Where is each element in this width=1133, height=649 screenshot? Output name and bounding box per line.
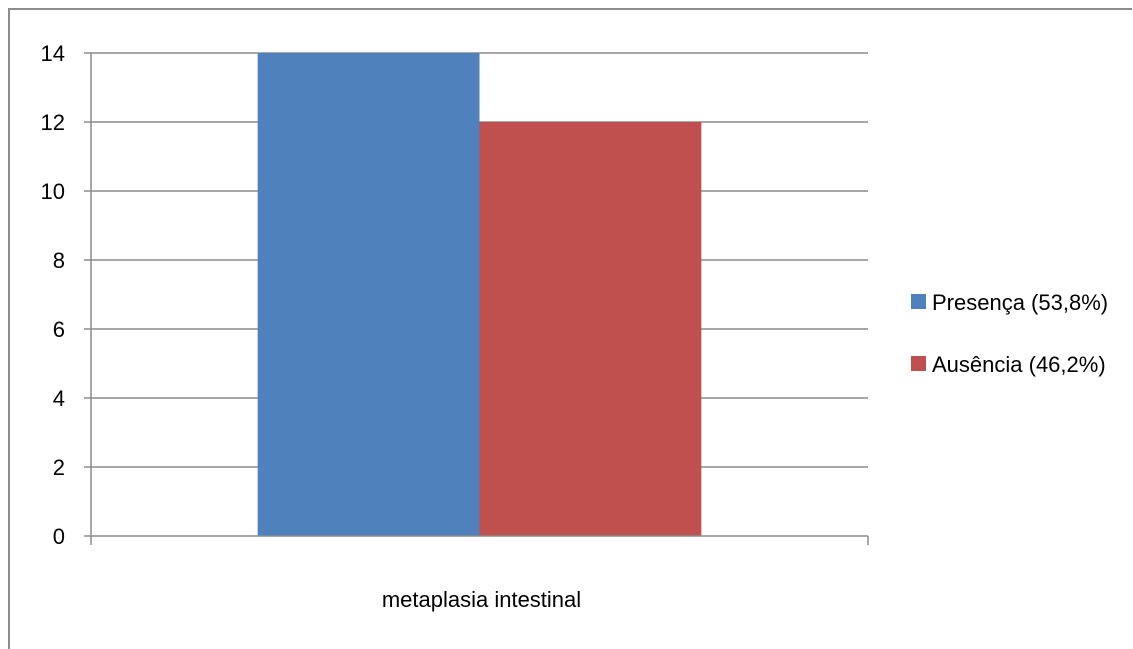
legend-swatch-presenca [911,294,926,309]
y-tick-label: 12 [41,110,65,135]
legend-label-presenca: Presença (53,8%) [932,290,1108,315]
y-tick-label: 14 [41,41,65,66]
y-tick-label: 2 [53,455,65,480]
bar-ausencia [479,122,702,536]
legend-swatch-ausencia [911,356,926,371]
x-category-label: metaplasia intestinal [382,587,581,612]
bar-presenca [257,53,480,536]
legend-label-ausencia: Ausência (46,2%) [932,352,1106,377]
y-tick-label: 8 [53,248,65,273]
y-tick-label: 0 [53,524,65,549]
y-tick-label: 6 [53,317,65,342]
y-tick-label: 10 [41,179,65,204]
y-tick-label: 4 [53,386,65,411]
